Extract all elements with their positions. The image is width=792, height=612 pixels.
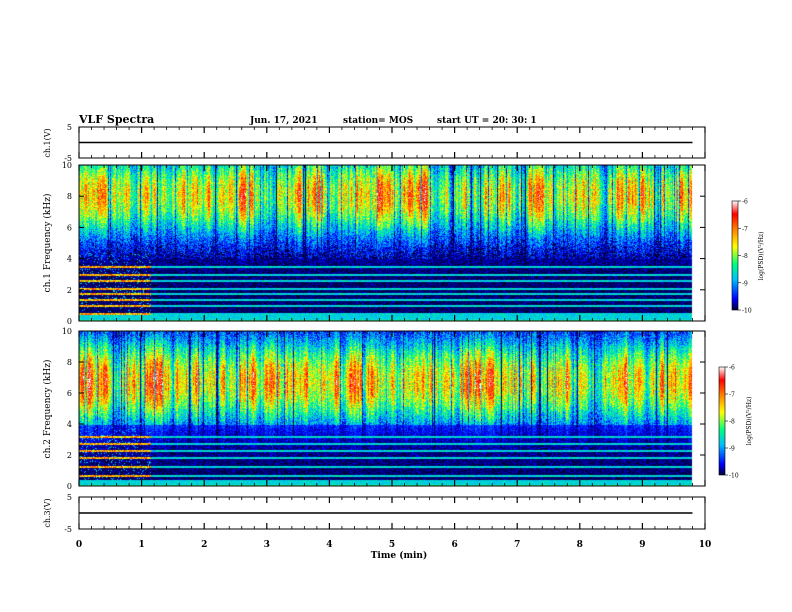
ch1-waveform-ylabel: ch.1(V) bbox=[43, 128, 52, 157]
ch2-spectrogram-panel: 0 2 4 6 8 10 ch.2 Frequency (kHz) bbox=[42, 327, 706, 491]
x-tick-label: 6 bbox=[451, 540, 457, 550]
freq-tick-label: 2 bbox=[67, 451, 72, 460]
x-tick-label: 4 bbox=[326, 540, 332, 550]
freq-tick-label: 8 bbox=[67, 358, 72, 367]
freq-tick-label: 4 bbox=[67, 255, 72, 264]
station-label: station= MOS bbox=[343, 116, 413, 126]
colorbar-tick-label: -7 bbox=[729, 392, 735, 399]
ch1-colorbar-label: log(PSD)(V²/Hz) bbox=[758, 232, 765, 281]
x-tick-label: 5 bbox=[389, 540, 395, 550]
colorbar-tick-label: -10 bbox=[729, 473, 739, 480]
ch2-spectrogram-ylabel: ch.2 Frequency (kHz) bbox=[42, 360, 53, 459]
ch1-spectrogram-panel: 0 2 4 6 8 10 ch.1 Frequency (kHz) bbox=[42, 161, 706, 326]
ch1-ytick-top: 5 bbox=[67, 123, 72, 132]
ch2-colorbar: -6 -7 -8 -9 -10 log(PSD)(V²/Hz) bbox=[718, 365, 753, 480]
freq-tick-label: 4 bbox=[67, 420, 72, 429]
start-ut-label: start UT = 20: 30: 1 bbox=[437, 116, 537, 126]
freq-tick-label: 0 bbox=[67, 317, 72, 326]
colorbar-tick-label: -6 bbox=[742, 199, 748, 206]
x-tick-label: 9 bbox=[639, 540, 645, 550]
ch1-spectrogram-image bbox=[79, 165, 705, 321]
ch2-spectrogram-image bbox=[79, 331, 705, 486]
ch3-ytick-top: 5 bbox=[67, 493, 72, 502]
freq-tick-label: 10 bbox=[62, 327, 72, 336]
freq-tick-label: 10 bbox=[62, 161, 72, 170]
colorbar-tick-label: -8 bbox=[742, 253, 748, 260]
freq-tick-label: 6 bbox=[67, 223, 72, 232]
colorbar-tick-label: -9 bbox=[729, 446, 735, 453]
x-tick-label: 8 bbox=[577, 540, 583, 550]
x-tick-label: 10 bbox=[699, 540, 712, 550]
x-tick-label: 1 bbox=[138, 540, 144, 550]
freq-tick-label: 2 bbox=[67, 286, 72, 295]
colorbar-tick-label: -10 bbox=[742, 308, 752, 315]
colorbar-tick-label: -9 bbox=[742, 280, 748, 287]
x-axis-label: Time (min) bbox=[371, 550, 428, 561]
x-tick-label: 7 bbox=[514, 540, 520, 550]
date-label: Jun. 17, 2021 bbox=[249, 116, 317, 126]
freq-tick-label: 8 bbox=[67, 192, 72, 201]
freq-tick-label: 0 bbox=[67, 482, 72, 491]
ch3-ytick-bottom: -5 bbox=[64, 525, 72, 534]
ch1-ytick-bottom: -5 bbox=[64, 154, 72, 163]
x-tick-label: 0 bbox=[76, 540, 82, 550]
ch2-colorbar-label: log(PSD)(V²/Hz) bbox=[746, 397, 753, 446]
ch1-waveform-panel: 5 -5 ch.1(V) bbox=[43, 123, 706, 163]
ch3-waveform-ylabel: ch.3(V) bbox=[43, 498, 52, 527]
x-tick-label: 3 bbox=[264, 540, 270, 550]
x-axis-ticks: 0 1 2 3 4 5 6 7 8 9 10 bbox=[76, 540, 711, 550]
ch3-waveform-panel: 5 -5 ch.3(V) bbox=[43, 493, 706, 534]
ch1-colorbar: -6 -7 -8 -9 -10 log(PSD)(V²/Hz) bbox=[731, 199, 765, 315]
figure-title: VLF Spectra bbox=[78, 113, 154, 126]
colorbar-tick-label: -6 bbox=[729, 365, 735, 372]
x-tick-label: 2 bbox=[201, 540, 207, 550]
colorbar-tick-label: -8 bbox=[729, 419, 735, 426]
colorbar-tick-label: -7 bbox=[742, 226, 748, 233]
freq-tick-label: 6 bbox=[67, 389, 72, 398]
ch1-spectrogram-ylabel: ch.1 Frequency (kHz) bbox=[42, 194, 53, 293]
